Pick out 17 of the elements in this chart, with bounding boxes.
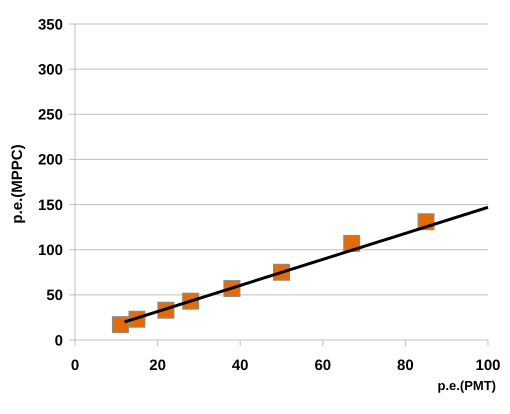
x-axis-title: p.e.(PMT)	[438, 378, 496, 393]
x-tick-label: 100	[475, 357, 501, 374]
y-tick-label: 0	[54, 332, 63, 350]
y-tick-label: 300	[38, 61, 63, 78]
x-tick-label: 40	[232, 357, 249, 374]
y-tick-label: 350	[38, 16, 63, 34]
point	[112, 316, 129, 334]
x-tick-label: 80	[397, 357, 414, 374]
y-tick-label: 50	[46, 287, 63, 304]
y-tick-label: 150	[38, 196, 63, 214]
x-tick-label: 60	[314, 357, 332, 374]
y-tick-label: 100	[38, 242, 63, 259]
x-tick-label: 20	[149, 357, 166, 374]
x-tick-label: 0	[70, 357, 80, 374]
y-tick-label: 200	[38, 152, 63, 169]
y-tick-label: 250	[38, 106, 63, 124]
y-axis-title: p.e.(MPPC)	[9, 144, 26, 224]
